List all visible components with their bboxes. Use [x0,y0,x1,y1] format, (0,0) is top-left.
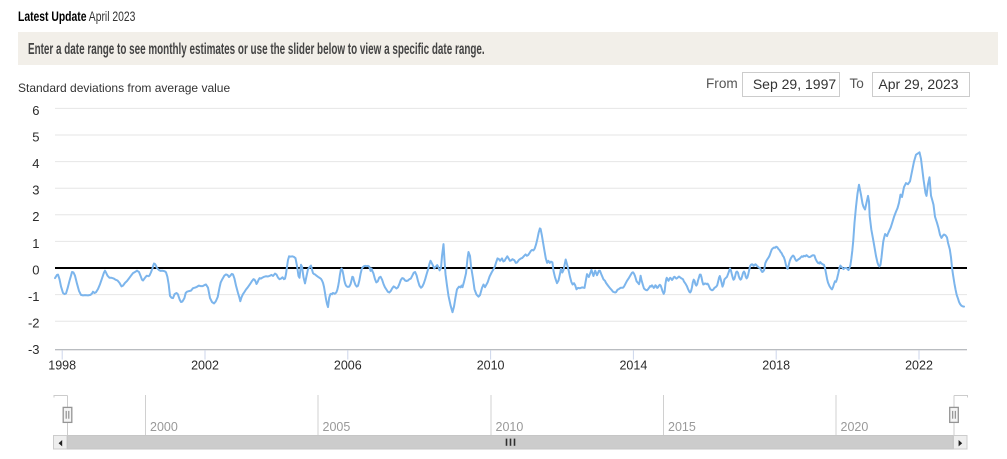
svg-text:2020: 2020 [841,420,869,434]
svg-text:-1: -1 [28,289,40,304]
svg-text:2022: 2022 [905,359,933,373]
svg-text:2006: 2006 [334,359,362,373]
svg-text:2010: 2010 [477,359,505,373]
svg-text:2010: 2010 [496,420,524,434]
svg-text:2014: 2014 [619,359,647,373]
svg-text:2018: 2018 [762,359,790,373]
svg-text:2005: 2005 [323,420,351,434]
svg-text:0: 0 [32,262,39,277]
svg-text:2000: 2000 [150,420,178,434]
svg-text:2002: 2002 [191,359,219,373]
svg-text:1: 1 [32,236,39,251]
svg-text:-3: -3 [28,342,40,357]
svg-text:2: 2 [32,209,39,224]
svg-text:1998: 1998 [48,359,76,373]
svg-text:4: 4 [32,156,39,171]
svg-text:6: 6 [32,103,39,118]
svg-text:3: 3 [32,183,39,198]
svg-text:2015: 2015 [668,420,696,434]
svg-text:-2: -2 [28,316,40,331]
svg-text:5: 5 [32,129,39,144]
